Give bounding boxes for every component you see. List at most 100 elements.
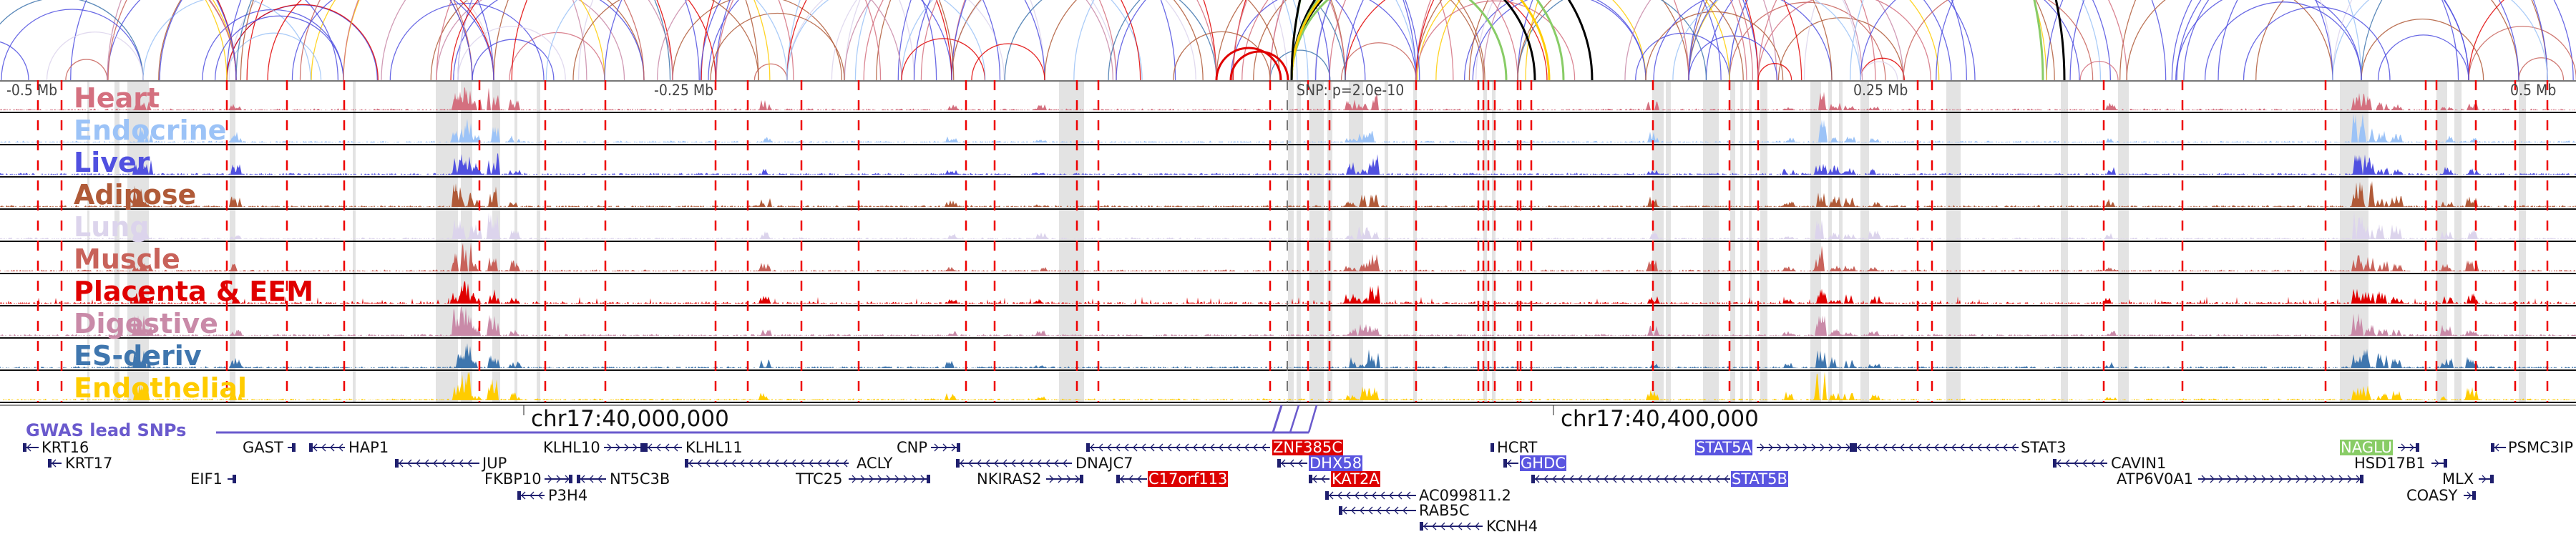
interaction-arc — [1290, 0, 1508, 80]
interaction-arc — [1415, 0, 1689, 80]
interaction-arc — [1253, 0, 1484, 80]
gene-label[interactable]: HAP1 — [348, 439, 389, 456]
gene-label[interactable]: HCRT — [1497, 439, 1538, 456]
gene-label[interactable]: EIF1 — [190, 470, 223, 488]
interaction-arc — [453, 0, 645, 80]
gene-model-hap1[interactable] — [309, 443, 345, 452]
gene-model-eif1[interactable] — [228, 475, 236, 483]
axis-label-right: 0.5 Mb — [2510, 82, 2557, 99]
gene-label[interactable]: HSD17B1 — [2354, 455, 2426, 472]
gene-model-krt16[interactable] — [23, 443, 39, 452]
interaction-arc — [1757, 0, 1931, 80]
interaction-arc — [226, 4, 379, 80]
gene-label[interactable]: KLHL11 — [686, 439, 743, 456]
gene-model-hsd17b1[interactable] — [2431, 459, 2447, 468]
gene-label[interactable]: MLX — [2442, 470, 2474, 488]
gene-model-nkiras2[interactable] — [1046, 475, 1083, 483]
gene-label[interactable]: PSMC3IP — [2508, 439, 2573, 456]
gene-label[interactable]: ATP6V0A1 — [2117, 470, 2194, 488]
interaction-arc — [226, 32, 322, 80]
gene-label[interactable]: CAVIN1 — [2111, 455, 2167, 472]
gene-label[interactable]: ZNF385C — [1272, 439, 1343, 456]
gene-label[interactable]: KRT17 — [65, 455, 113, 472]
gene-model-psmc3ip[interactable] — [2491, 443, 2506, 452]
interaction-arc — [786, 0, 1005, 80]
gene-model-coasy[interactable] — [2464, 491, 2476, 500]
gene-model-dnajc7[interactable] — [956, 459, 1072, 468]
gene-label[interactable]: C17orf113 — [1148, 470, 1229, 488]
interaction-arc — [381, 0, 673, 80]
gene-label[interactable]: NAGLU — [2340, 439, 2394, 456]
gene-model-znf385c[interactable] — [1086, 443, 1270, 452]
gene-label[interactable]: ACLY — [857, 455, 893, 472]
gene-model-acly[interactable] — [685, 459, 849, 468]
gene-model-atp6v0a1[interactable] — [2198, 475, 2363, 483]
interaction-arc — [228, 0, 494, 80]
interaction-arc — [0, 0, 144, 80]
gene-label[interactable]: KAT2A — [1331, 470, 1380, 488]
gene-model-stat5b[interactable] — [1531, 475, 1730, 483]
gene-model-mlx[interactable] — [2479, 475, 2494, 483]
gene-model-hcrt[interactable] — [1491, 443, 1494, 452]
interaction-arc — [1472, 0, 1646, 80]
gene-label[interactable]: KLHL10 — [543, 439, 600, 456]
gene-model-nt5c3b[interactable] — [577, 475, 606, 483]
gene-model-stat3[interactable] — [1853, 443, 2019, 452]
gene-label[interactable]: NKIRAS2 — [977, 470, 1042, 488]
gene-model-cavin1[interactable] — [2053, 459, 2107, 468]
interaction-arc — [545, 0, 788, 80]
gene-label[interactable]: STAT3 — [2021, 439, 2067, 456]
gene-model-krt17[interactable] — [48, 459, 62, 468]
gene-model-klhl10[interactable] — [604, 443, 644, 452]
gene-label[interactable]: STAT5A — [1695, 439, 1752, 456]
interaction-arc — [1653, 0, 1833, 80]
gene-model-p3h4[interactable] — [517, 491, 545, 500]
gene-label[interactable]: KRT16 — [42, 439, 89, 456]
snp-pvalue-label: SNP: p=2.0e-10 — [1297, 82, 1405, 99]
gene-model-rab5c[interactable] — [1339, 506, 1416, 515]
gene-model-ac099811.2[interactable] — [1325, 491, 1416, 500]
gene-label[interactable]: DHX58 — [1309, 455, 1363, 472]
gene-label[interactable]: KCNH4 — [1486, 518, 1538, 535]
interaction-arc — [1173, 31, 1271, 80]
gene-label[interactable]: NT5C3B — [610, 470, 670, 488]
gene-model-dhx58[interactable] — [1277, 459, 1307, 468]
interaction-arc — [2255, 0, 2519, 80]
axis-label-left: -0.5 Mb — [6, 82, 58, 99]
gene-model-cnp[interactable] — [931, 443, 960, 452]
interaction-arc — [1777, 17, 1904, 80]
gene-model-kat2a[interactable] — [1309, 475, 1330, 483]
gene-model-ghdc[interactable] — [1503, 459, 1518, 468]
gene-label[interactable]: AC099811.2 — [1419, 487, 1511, 504]
gene-label[interactable]: JUP — [482, 455, 507, 472]
gene-model-jup[interactable] — [395, 459, 479, 468]
interaction-arc — [1290, 0, 1594, 80]
gene-model-fkbp10[interactable] — [545, 475, 572, 483]
gene-label[interactable]: STAT5B — [1731, 470, 1788, 488]
gene-model-ttc25[interactable] — [849, 475, 930, 483]
interaction-arc — [1672, 0, 1861, 80]
gene-model-gast[interactable] — [288, 443, 296, 452]
gene-model-klhl11[interactable] — [644, 443, 682, 452]
interaction-arc — [656, 0, 902, 80]
gene-model-kcnh4[interactable] — [1420, 522, 1483, 531]
gwas-snp-connector — [1307, 405, 1318, 433]
gene-label[interactable]: GHDC — [1520, 455, 1566, 472]
interaction-arc — [710, 12, 845, 80]
gene-label[interactable]: CNP — [897, 439, 928, 456]
gene-label[interactable]: GAST — [243, 439, 283, 456]
gene-model-naglu[interactable] — [2398, 443, 2419, 452]
gene-label[interactable]: P3H4 — [548, 487, 588, 504]
gene-label[interactable]: RAB5C — [1419, 502, 1470, 519]
interaction-arc — [1108, 0, 1346, 80]
gene-model-c17orf113[interactable] — [1116, 475, 1147, 483]
gene-label[interactable]: TTC25 — [796, 470, 843, 488]
interaction-arc — [1044, 0, 1281, 80]
gene-label[interactable]: FKBP10 — [484, 470, 542, 488]
gene-model-stat5a[interactable] — [1757, 443, 1853, 452]
gene-label[interactable]: DNAJC7 — [1075, 455, 1133, 472]
interaction-arc — [1216, 0, 1485, 80]
gene-label[interactable]: COASY — [2406, 487, 2458, 504]
interaction-arc — [971, 43, 1045, 80]
interaction-arc — [2361, 19, 2484, 80]
